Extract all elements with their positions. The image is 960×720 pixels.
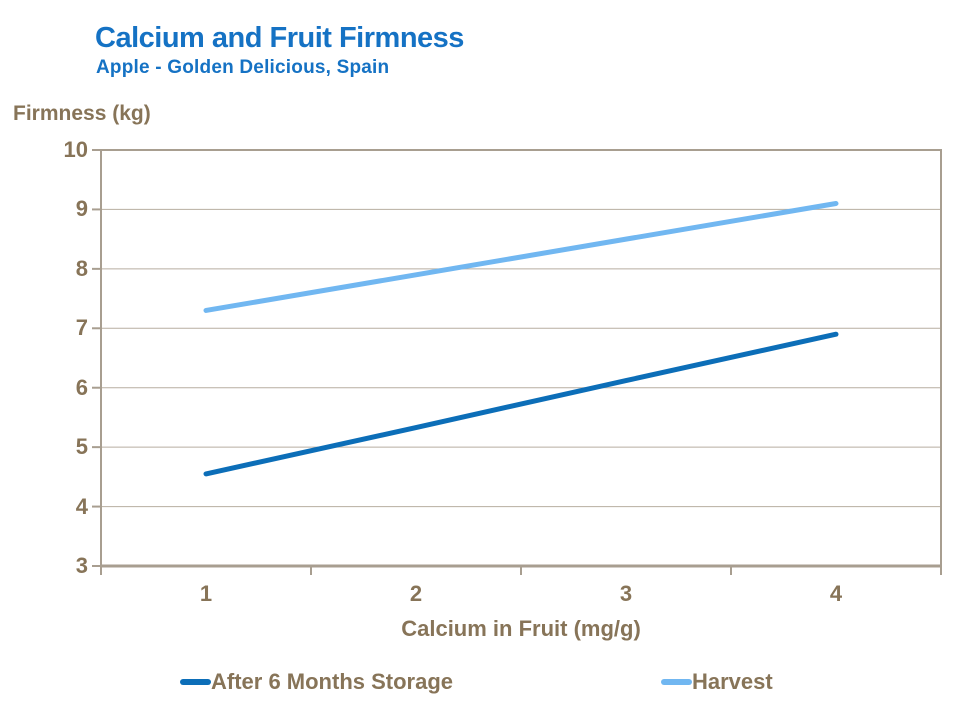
chart-title: Calcium and Fruit Firmness — [95, 22, 464, 54]
x-tick-label: 3 — [619, 581, 633, 606]
legend-label-storage: After 6 Months Storage — [211, 669, 454, 694]
plot-border — [100, 149, 942, 567]
y-tick-label: 10 — [63, 137, 88, 162]
chart-subtitle: Apple - Golden Delicious, Spain — [96, 57, 390, 78]
y-tick-label: 8 — [75, 255, 88, 281]
x-axis-title: Calcium in Fruit (mg/g) — [401, 616, 641, 641]
legend-swatch-harvest-line-icon — [661, 679, 692, 685]
legend-item-harvest: Harvest — [661, 668, 773, 696]
y-axis-title: Firmness (kg) — [13, 102, 151, 125]
x-tick-label: 2 — [409, 581, 423, 606]
legend-label-harvest: Harvest — [692, 669, 773, 694]
y-tick-label: 4 — [75, 493, 88, 519]
legend-swatch-storage-line-icon — [180, 679, 211, 685]
legend-item-storage: After 6 Months Storage — [180, 668, 453, 696]
y-tick-label: 7 — [75, 315, 88, 341]
x-tick-label: 1 — [199, 581, 213, 606]
y-tick-label: 9 — [75, 196, 88, 222]
series-line-1 — [203, 200, 839, 313]
y-tick-label: 5 — [75, 434, 88, 460]
x-tick-label: 4 — [829, 581, 843, 606]
series-line-0 — [203, 331, 839, 477]
y-tick-label: 6 — [75, 374, 88, 400]
y-tick-label: 3 — [75, 553, 88, 578]
